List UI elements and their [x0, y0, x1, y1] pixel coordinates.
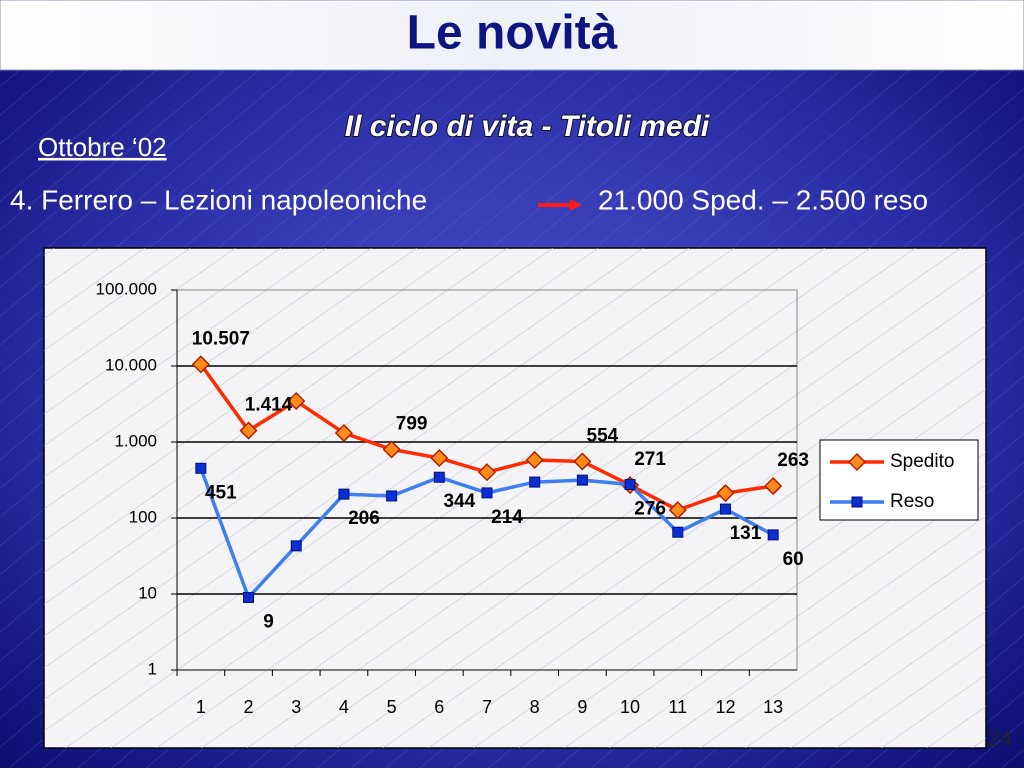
marker	[576, 474, 588, 486]
y-tick-label: 1.000	[114, 431, 157, 450]
data-label: 10.507	[192, 328, 250, 349]
marker	[573, 452, 592, 471]
marker	[719, 503, 731, 515]
x-tick-label: 3	[291, 697, 301, 717]
x-tick-label: 7	[482, 697, 492, 717]
data-label: 271	[634, 449, 666, 470]
result: 21.000 Sped. – 2.500 reso	[598, 184, 928, 215]
data-label: 214	[491, 507, 523, 528]
x-tick-label: 12	[715, 697, 735, 717]
x-tick-label: 11	[668, 697, 687, 717]
x-tick-label: 4	[339, 697, 349, 717]
marker	[668, 501, 687, 520]
arrow-head	[570, 199, 582, 211]
marker	[764, 477, 783, 496]
legend	[819, 439, 979, 521]
title-bar	[0, 0, 1024, 71]
marker	[287, 391, 306, 411]
marker	[525, 450, 544, 470]
y-tick-label: 10	[138, 583, 157, 602]
date: Ottobre ‘02	[38, 132, 167, 162]
legend-marker	[851, 496, 863, 508]
data-label: 1.414	[245, 395, 293, 416]
x-tick-label: 8	[530, 697, 540, 717]
y-tick-label: 1	[148, 659, 157, 678]
x-tick-label: 9	[577, 697, 587, 717]
legend-label: Reso	[890, 491, 934, 512]
marker	[430, 448, 449, 468]
legend-marker	[847, 452, 867, 472]
marker	[290, 540, 302, 552]
data-label: 554	[587, 426, 619, 447]
marker	[716, 483, 735, 503]
x-tick-label: 10	[620, 697, 640, 717]
marker	[767, 529, 779, 541]
x-tick-label: 2	[244, 697, 254, 717]
marker	[386, 490, 398, 502]
marker	[195, 462, 207, 474]
marker	[338, 488, 350, 500]
y-tick-label: 10.000	[105, 355, 157, 374]
x-tick-label: 5	[387, 697, 397, 717]
data-label: 799	[396, 413, 428, 434]
slide-title: Le novità	[407, 7, 618, 60]
marker	[477, 463, 497, 482]
marker	[243, 591, 255, 603]
y-tick-label: 100	[129, 507, 157, 526]
data-label: 131	[730, 523, 762, 544]
data-label: 451	[205, 482, 237, 503]
x-tick-label: 1	[196, 697, 206, 717]
data-label: 276	[634, 499, 666, 520]
legend-label: Spedito	[890, 451, 954, 472]
marker	[191, 355, 210, 374]
data-label: 60	[783, 549, 804, 570]
marker	[672, 526, 684, 538]
subtitle: Il ciclo di vita - Titoli medi	[345, 110, 710, 143]
data-label: 9	[263, 611, 274, 632]
marker	[481, 487, 493, 499]
item: 4. Ferrero – Lezioni napoleoniche	[10, 184, 427, 215]
marker	[433, 471, 445, 483]
marker	[529, 476, 541, 488]
data-label: 344	[443, 491, 475, 512]
data-label: 263	[777, 450, 809, 471]
data-label: 206	[348, 508, 380, 529]
page-number: 24	[988, 726, 1012, 751]
x-tick-label: 13	[763, 697, 783, 717]
marker	[624, 478, 636, 490]
y-tick-label: 100.000	[96, 279, 157, 298]
marker	[239, 421, 258, 440]
marker	[382, 440, 401, 459]
marker	[334, 424, 353, 443]
x-tick-label: 6	[434, 697, 444, 717]
